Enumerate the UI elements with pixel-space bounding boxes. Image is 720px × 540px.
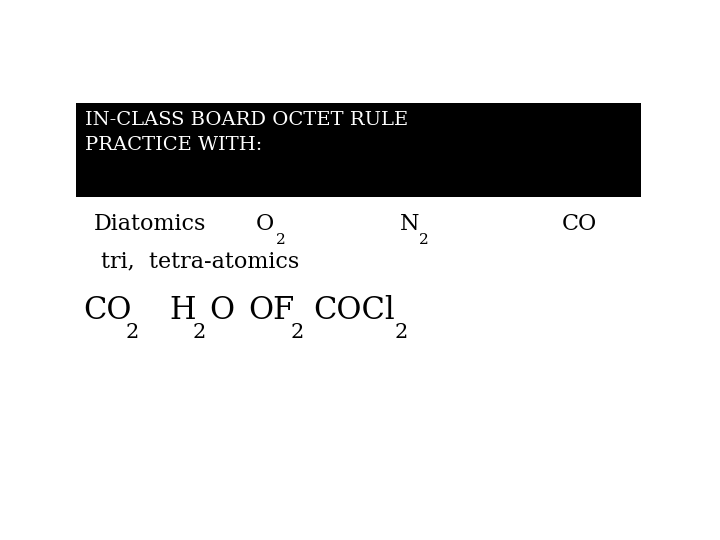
Text: N: N: [400, 213, 419, 235]
Text: CO: CO: [562, 213, 597, 235]
Text: 2: 2: [193, 322, 206, 342]
Text: COCl: COCl: [313, 295, 395, 326]
Bar: [76, 103, 641, 197]
Text: tri,  tetra-atomics: tri, tetra-atomics: [101, 251, 299, 273]
Text: H: H: [169, 295, 196, 326]
Text: 2: 2: [395, 322, 408, 342]
Text: 2: 2: [419, 233, 429, 247]
Text: Diatomics: Diatomics: [94, 213, 206, 235]
Text: 2: 2: [126, 322, 139, 342]
Text: 2: 2: [276, 233, 286, 247]
Text: OF: OF: [248, 295, 294, 326]
Text: O: O: [209, 295, 234, 326]
Text: 2: 2: [290, 322, 303, 342]
Text: IN-CLASS BOARD OCTET RULE
PRACTICE WITH:: IN-CLASS BOARD OCTET RULE PRACTICE WITH:: [85, 111, 408, 154]
Text: O: O: [256, 213, 274, 235]
Text: CO: CO: [83, 295, 131, 326]
